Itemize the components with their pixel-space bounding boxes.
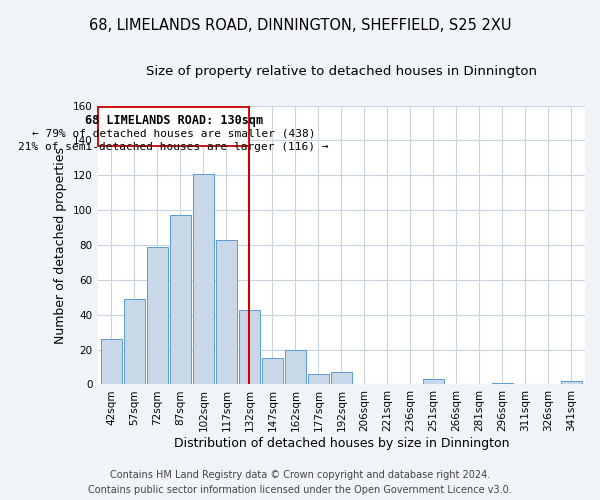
Bar [239,310,260,384]
Bar [561,381,581,384]
Bar [308,374,329,384]
Bar [216,240,237,384]
Text: Contains HM Land Registry data © Crown copyright and database right 2024.
Contai: Contains HM Land Registry data © Crown c… [88,470,512,495]
Bar [147,247,168,384]
Bar [124,299,145,384]
Text: 68 LIMELANDS ROAD: 130sqm: 68 LIMELANDS ROAD: 130sqm [85,114,263,128]
Title: Size of property relative to detached houses in Dinnington: Size of property relative to detached ho… [146,65,537,78]
Y-axis label: Number of detached properties: Number of detached properties [55,146,67,344]
Bar [492,382,512,384]
Bar [285,350,305,384]
Bar [423,379,443,384]
Text: ← 79% of detached houses are smaller (438): ← 79% of detached houses are smaller (43… [32,128,316,138]
Bar [101,339,122,384]
Text: 68, LIMELANDS ROAD, DINNINGTON, SHEFFIELD, S25 2XU: 68, LIMELANDS ROAD, DINNINGTON, SHEFFIEL… [89,18,511,32]
Text: 21% of semi-detached houses are larger (116) →: 21% of semi-detached houses are larger (… [19,142,329,152]
Bar [193,174,214,384]
Bar [262,358,283,384]
FancyBboxPatch shape [98,108,250,146]
Bar [170,216,191,384]
Bar [331,372,352,384]
X-axis label: Distribution of detached houses by size in Dinnington: Distribution of detached houses by size … [173,437,509,450]
